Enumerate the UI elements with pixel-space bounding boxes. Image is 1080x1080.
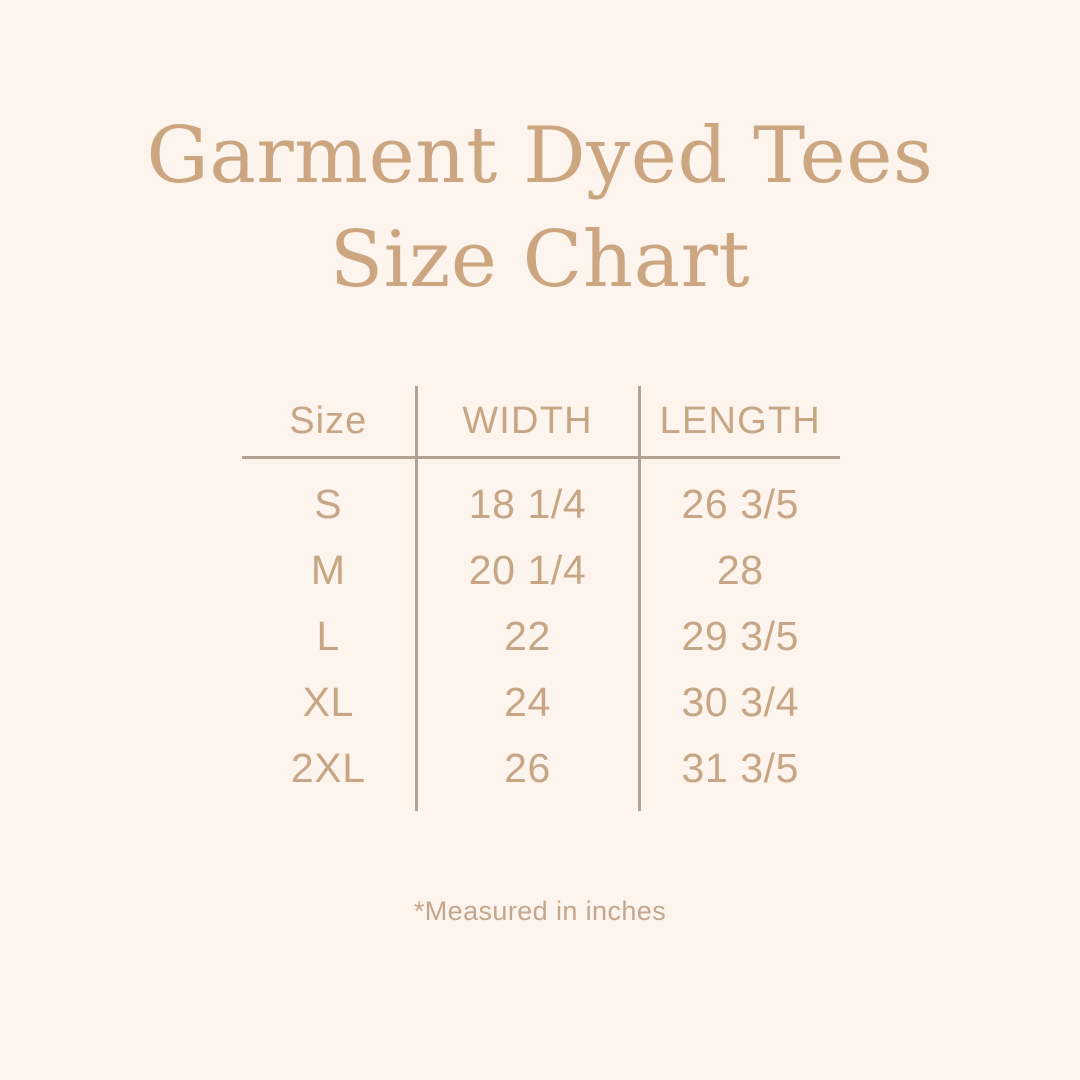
cell-length: 31 3/5	[681, 744, 800, 791]
cell-length: 30 3/4	[681, 678, 800, 725]
column-header-size: Size	[242, 386, 416, 459]
table-row: 2XL 26 31 3/5	[242, 735, 840, 811]
cell-size: S	[314, 480, 343, 527]
table-header: Size WIDTH LENGTH	[242, 386, 840, 459]
title-line-1: Garment Dyed Tees	[146, 111, 934, 201]
cell-length: 28	[716, 546, 764, 593]
table-row: S 18 1/4 26 3/5	[242, 457, 840, 537]
cell-width: 24	[414, 669, 641, 735]
measurement-note: *Measured in inches	[413, 896, 667, 926]
size-table-container: Size WIDTH LENGTH S 18 1/4 26 3/5 M 20 1…	[242, 386, 840, 811]
cell-length: 29 3/5	[681, 612, 800, 659]
cell-width: 20 1/4	[414, 537, 641, 603]
cell-size: XL	[302, 678, 354, 725]
table-header-row: Size WIDTH LENGTH	[242, 386, 840, 459]
table-row: M 20 1/4 28	[242, 537, 840, 603]
cell-length: 26 3/5	[681, 480, 800, 527]
cell-size: L	[316, 612, 340, 659]
cell-size: M	[310, 546, 346, 593]
page-title: Garment Dyed Tees Size Chart	[0, 104, 1080, 312]
cell-width: 26	[414, 735, 641, 811]
table-row: XL 24 30 3/4	[242, 669, 840, 735]
size-chart-table: Size WIDTH LENGTH S 18 1/4 26 3/5 M 20 1…	[242, 386, 840, 811]
cell-width: 18 1/4	[414, 457, 641, 537]
column-header-width: WIDTH	[414, 386, 641, 459]
cell-width: 22	[414, 603, 641, 669]
table-body: S 18 1/4 26 3/5 M 20 1/4 28 L 22 29 3/5 …	[242, 457, 840, 811]
cell-size: 2XL	[290, 744, 366, 791]
table-row: L 22 29 3/5	[242, 603, 840, 669]
title-line-2: Size Chart	[329, 215, 751, 305]
column-header-length: LENGTH	[639, 386, 840, 459]
